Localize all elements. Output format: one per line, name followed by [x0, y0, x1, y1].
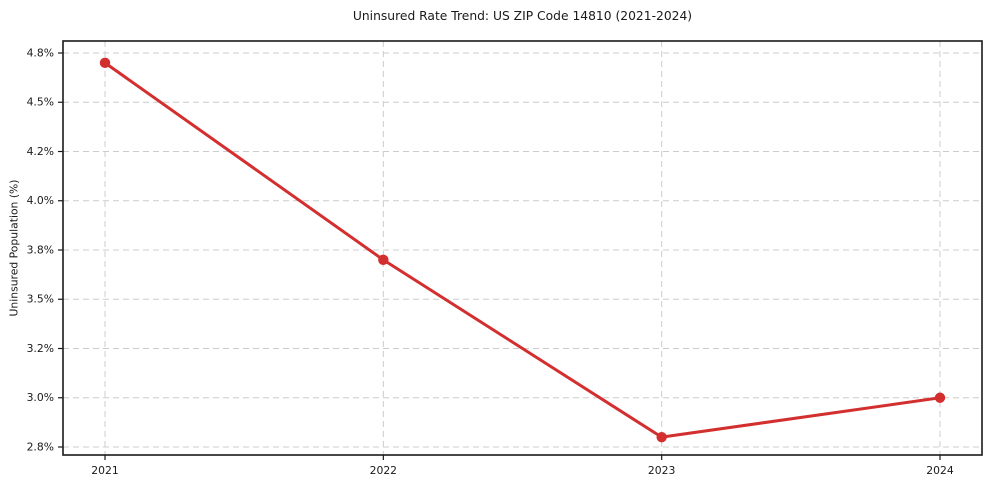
trend-line [103, 61, 942, 439]
y-tick-label: 3.2% [27, 342, 54, 355]
data-point-marker [378, 254, 389, 266]
x-tick-label: 2021 [91, 464, 118, 477]
chart-title: Uninsured Rate Trend: US ZIP Code 14810 … [352, 9, 693, 23]
y-tick-label: 4.5% [27, 96, 54, 109]
data-point-marker [934, 392, 946, 403]
x-tick-label: 2022 [370, 464, 397, 477]
data-point-marker [99, 57, 111, 69]
y-tick-label: 2.8% [27, 440, 54, 453]
y-tick-label: 3.8% [27, 243, 54, 256]
x-tick-label: 2024 [926, 464, 954, 477]
y-tick-label: 4.0% [27, 194, 54, 207]
y-tick-label: 4.2% [27, 145, 54, 158]
plot-frame [62, 40, 983, 456]
y-tick-label: 4.8% [27, 46, 54, 59]
y-tick-label: 3.0% [27, 391, 54, 404]
x-tick-label: 2023 [648, 464, 675, 477]
data-point-marker [656, 431, 667, 443]
y-tick-label: 3.5% [27, 293, 54, 306]
